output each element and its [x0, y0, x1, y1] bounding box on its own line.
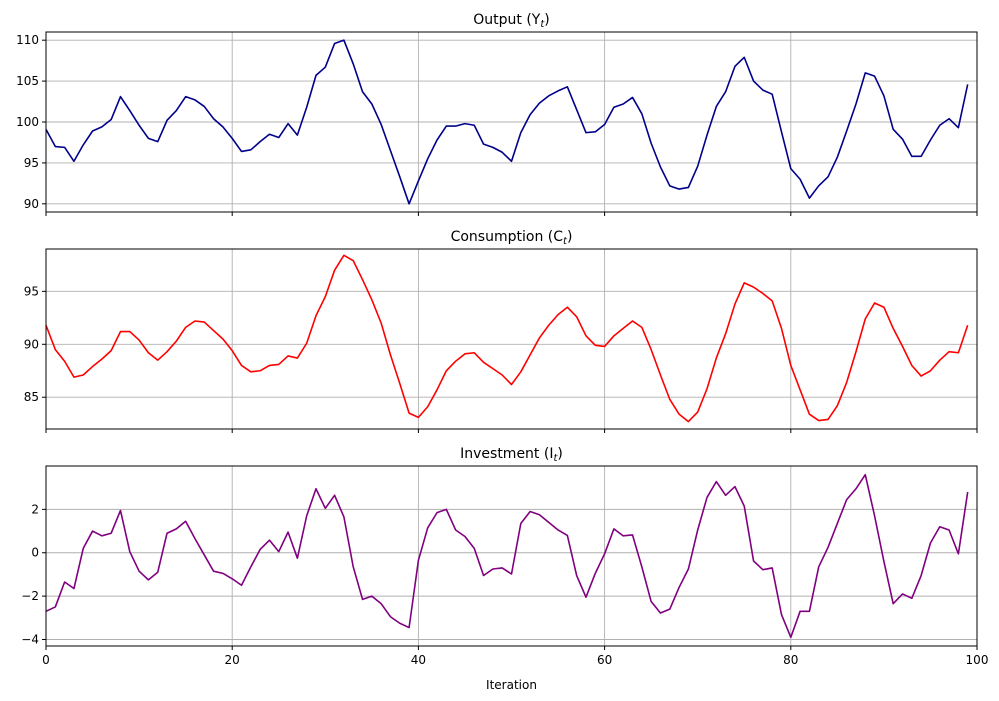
y-tick-label: −4 [21, 632, 39, 646]
axes-frame [45, 248, 978, 430]
series-line [45, 473, 969, 639]
series-line [45, 39, 969, 205]
y-tick-label: 0 [31, 546, 39, 560]
y-tick-label: 95 [24, 284, 39, 298]
y-tick-label: 110 [16, 33, 39, 47]
x-axis-label: Iteration [486, 678, 537, 692]
x-tick-label: 100 [966, 653, 989, 667]
y-tick-label: 95 [24, 156, 39, 170]
axes-frame [45, 465, 978, 647]
x-tick-label: 60 [597, 653, 612, 667]
y-tick-label: 2 [31, 502, 39, 516]
chart-title: Investment (It) [460, 446, 563, 464]
panel-1: 85 90 95 Consumption (Ct) [24, 229, 978, 433]
x-tick-label: 40 [411, 653, 426, 667]
chart-title: Consumption (Ct) [451, 229, 573, 247]
panel-0: 90 95 100 105 110 Output (Yt) [16, 12, 978, 216]
y-tick-label: 90 [24, 197, 39, 211]
y-tick-label: 105 [16, 74, 39, 88]
x-tick-label: 20 [225, 653, 240, 667]
x-tick-label: 0 [42, 653, 50, 667]
x-tick-label: 80 [783, 653, 798, 667]
y-tick-label: 85 [24, 390, 39, 404]
y-tick-label: −2 [21, 589, 39, 603]
series-line [45, 254, 969, 423]
y-tick-label: 90 [24, 337, 39, 351]
y-tick-label: 100 [16, 115, 39, 129]
chart-title: Output (Yt) [473, 12, 550, 30]
